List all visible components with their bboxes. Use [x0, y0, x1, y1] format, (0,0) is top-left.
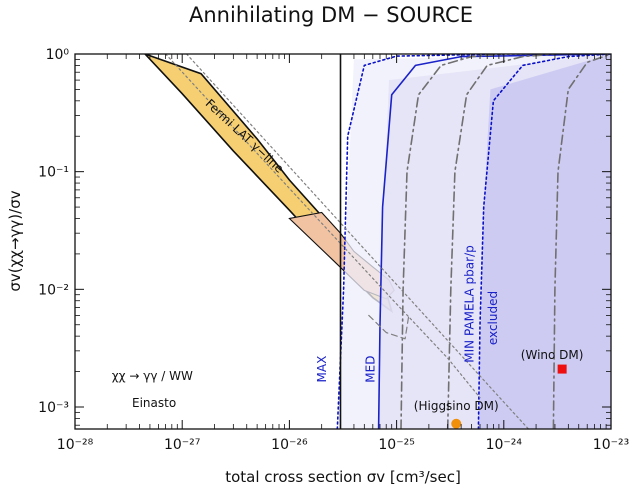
- point-label-wino-dm: (Wino DM): [521, 348, 584, 362]
- annotation-med: MED: [363, 356, 377, 383]
- y-tick-label: 10⁻²: [38, 282, 69, 298]
- x-tick-label: 10⁻²⁸: [57, 437, 94, 453]
- series-fermi-lat-outer-dotted-1: [165, 54, 481, 399]
- plot-frame: [74, 53, 612, 430]
- series-fermi-lat-outer-dotted-2: [186, 54, 530, 429]
- x-tick-label: 10⁻²⁷: [164, 437, 200, 453]
- x-tick-label: 10⁻²⁶: [271, 437, 308, 453]
- point-label-higgsino-dm: (Higgsino DM): [414, 399, 499, 413]
- y-tick-label: 10⁰: [46, 47, 70, 63]
- chart-title: Annihilating DM − SOURCE: [189, 3, 473, 27]
- annotation-min-pamela-pbar-p: MIN PAMELA pbar/p: [462, 245, 476, 362]
- annotation-max: MAX: [315, 356, 329, 383]
- series-fermi-lat-edge-dashed: [368, 314, 410, 340]
- y-tick-label: 10⁻¹: [38, 165, 69, 181]
- x-tick-label: 10⁻²⁵: [378, 437, 414, 453]
- series-max: [336, 54, 611, 429]
- annotation-ww: χχ → γγ / WW: [112, 369, 193, 383]
- y-axis-label: σv(χχ→γγ)/σv: [6, 190, 24, 291]
- ticks-layer: 10⁻²⁸ 10⁻²⁷ 10⁻²⁶ 10⁻²⁵ 10⁻²⁴ 10⁻²³ 10⁰ 10⁻¹ 10⁻…: [38, 47, 629, 453]
- point-wino-dm: [557, 364, 567, 374]
- x-tick-label: 10⁻²³: [593, 437, 629, 453]
- series-inner-contour-2: [446, 54, 556, 429]
- annotation-excluded: excluded: [486, 291, 500, 345]
- x-tick-label: 10⁻²⁴: [486, 437, 523, 453]
- points-layer: (Higgsino DM) (Wino DM): [414, 348, 584, 429]
- y-tick-label: 10⁻³: [38, 400, 69, 416]
- region-pamela-pbar-p-excluded-min: [478, 54, 611, 429]
- annotation-einasto: Einasto: [132, 396, 176, 410]
- series-inner-contour-3: [552, 54, 611, 429]
- regions-layer: [144, 54, 611, 429]
- point-higgsino-dm: [451, 418, 462, 429]
- x-axis-label: total cross section σv [cm³/sec]: [225, 468, 461, 486]
